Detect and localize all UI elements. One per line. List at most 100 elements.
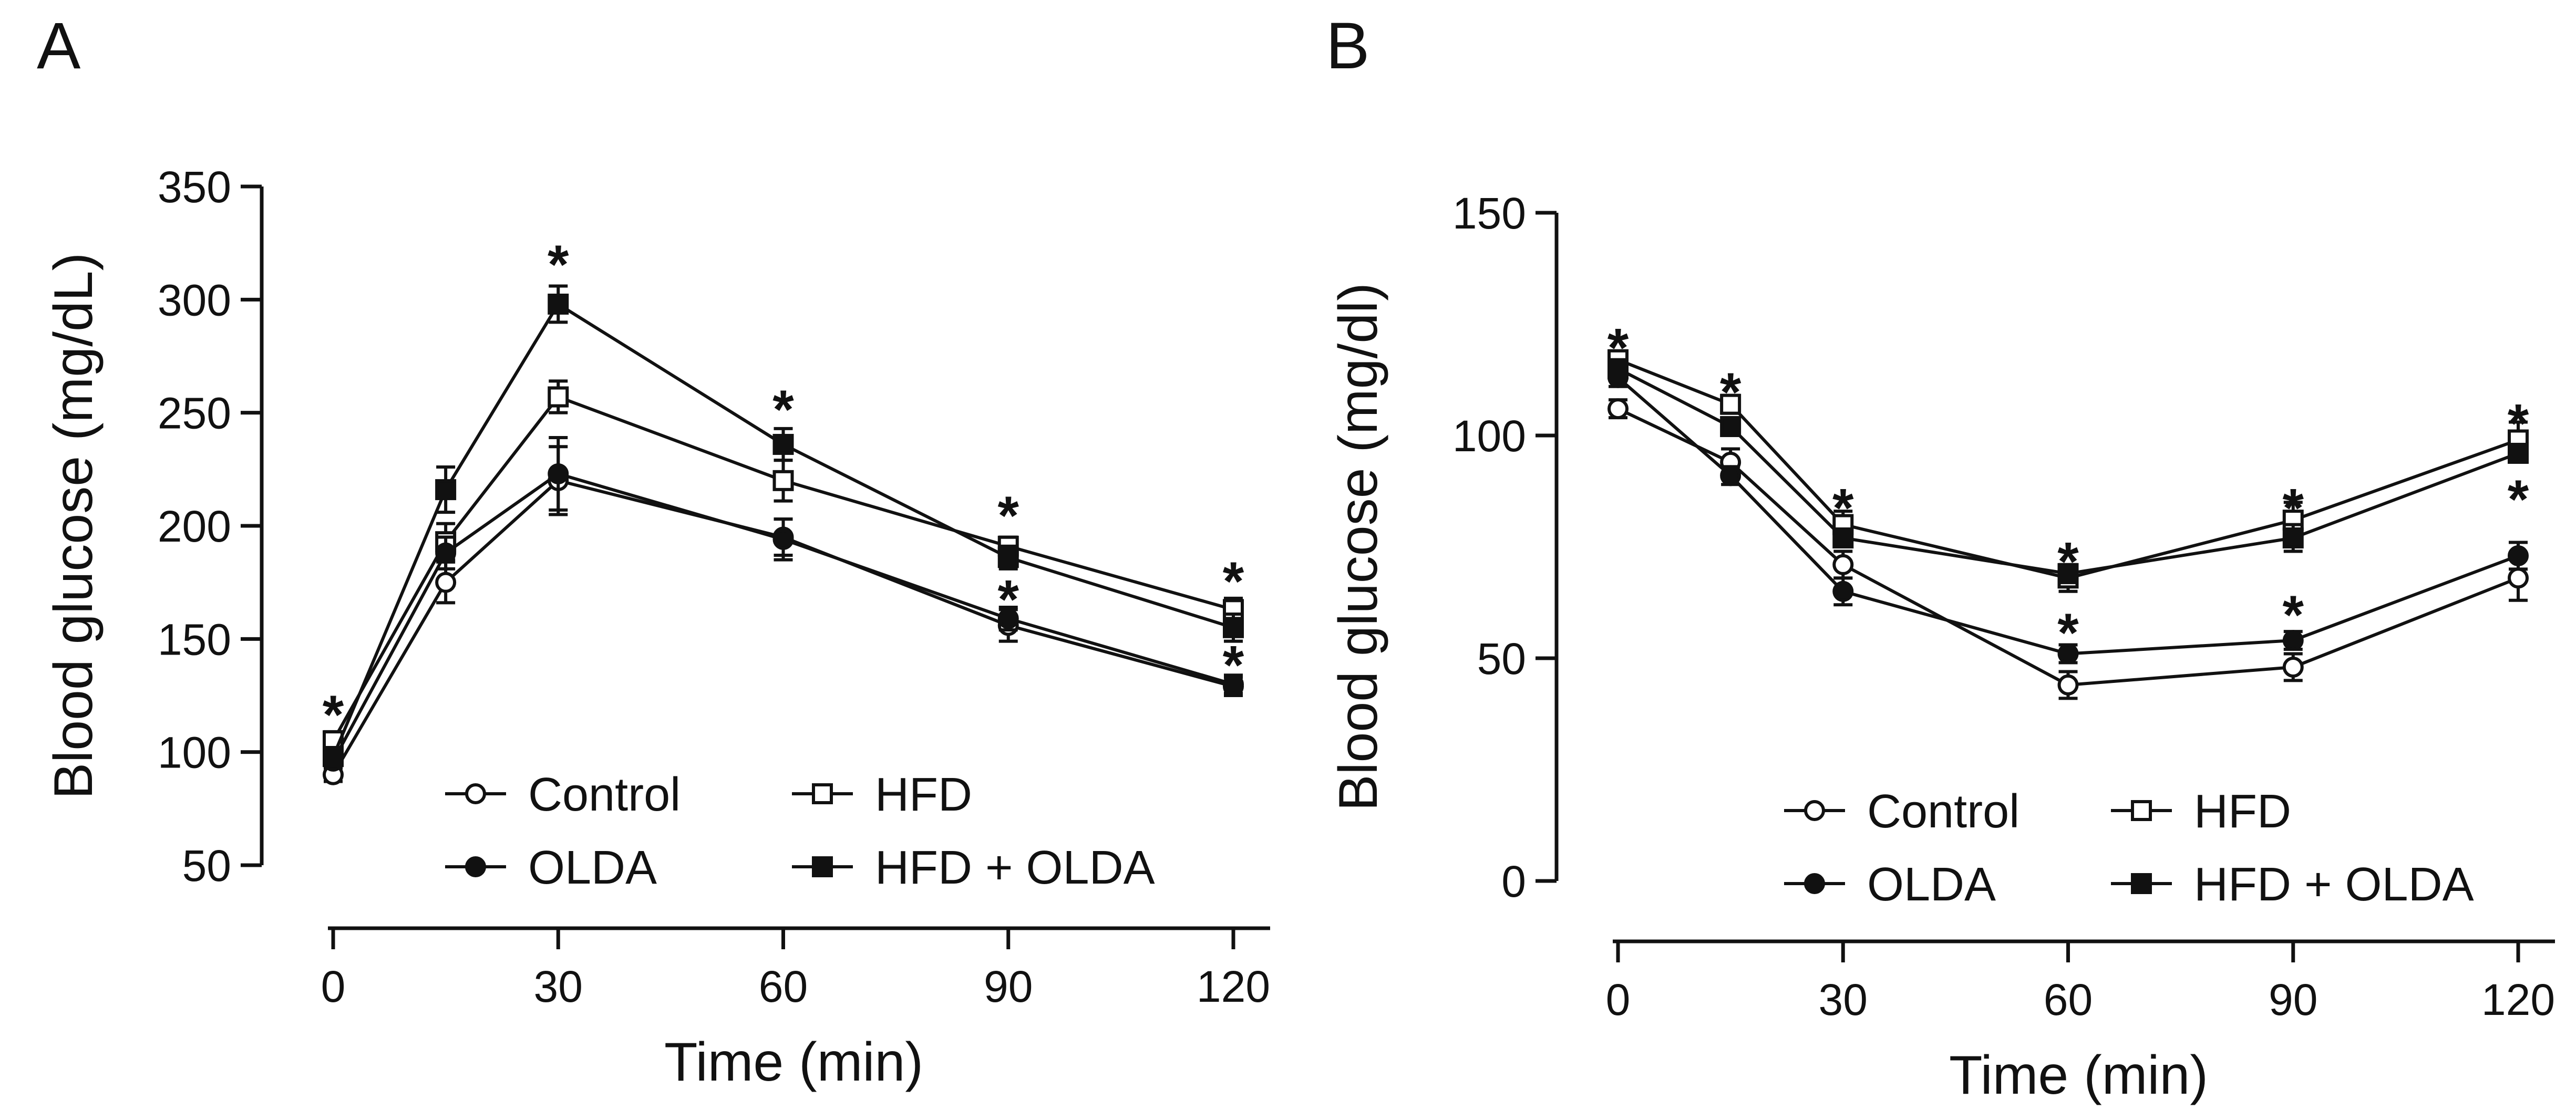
data-point	[548, 386, 569, 408]
panel-label-b: B	[1326, 9, 1369, 82]
legend-b: Control HFD OLDA HFD + OLDA	[1784, 785, 2474, 911]
data-point	[548, 463, 569, 484]
significance-star-b: *	[1720, 362, 1742, 423]
significance-star-b: *	[2283, 478, 2304, 539]
data-point	[2508, 442, 2529, 464]
significance-star-a: *	[1223, 551, 1244, 612]
data-point	[997, 608, 1019, 629]
data-point	[1223, 673, 1244, 695]
data-point	[772, 433, 794, 455]
y-tick-label-a: 100	[158, 728, 231, 777]
legend-a: Control HFD OLDA HFD + OLDA	[445, 769, 1155, 894]
x-tick-label-a: 120	[1197, 962, 1270, 1011]
legend-marker	[2131, 873, 2152, 894]
data-point	[2057, 674, 2079, 696]
data-point	[1832, 580, 1854, 602]
series-b-hfd-olda	[1608, 358, 2529, 584]
legend-label: Control	[1867, 785, 2019, 838]
data-point	[1720, 416, 1742, 438]
data-point	[435, 572, 457, 593]
data-point	[772, 528, 794, 550]
data-point	[2057, 563, 2079, 584]
data-point	[772, 470, 794, 491]
y-tick-label-a: 200	[158, 502, 231, 551]
legend-marker	[2131, 800, 2152, 821]
x-axis-title-b: Time (min)	[1949, 1045, 2208, 1106]
x-tick-label-b: 60	[2044, 975, 2093, 1024]
data-point	[435, 479, 457, 501]
data-point	[1608, 358, 1629, 379]
significance-star-b: *	[2057, 603, 2079, 663]
legend-marker	[1804, 873, 1825, 894]
series-line	[332, 395, 1234, 742]
panel-b: B 0 50 100 150 0 30 60 90 120 Time (min) Blood gluc…	[1326, 9, 2555, 1106]
data-point	[2282, 527, 2304, 549]
legend-label: OLDA	[1867, 858, 1996, 911]
y-tick-label-b: 100	[1452, 411, 1526, 461]
significance-star-a: *	[998, 569, 1019, 630]
series-line	[1617, 376, 2519, 656]
legend-label: HFD	[2194, 785, 2291, 838]
significance-star-b: *	[2508, 393, 2529, 454]
y-tick-label-a: 250	[158, 389, 231, 438]
legend-marker	[812, 783, 833, 804]
series-line	[332, 472, 1234, 762]
x-tick-label-a: 90	[984, 962, 1033, 1011]
x-tick-label-b: 90	[2269, 975, 2317, 1024]
significance-star-b: *	[2508, 469, 2529, 530]
y-tick-label-b: 50	[1477, 634, 1526, 683]
panel-label-a: A	[37, 9, 81, 82]
data-point	[2057, 643, 2079, 665]
y-axis-title-b: Blood glucose (mg/dl)	[1328, 283, 1389, 811]
x-tick-label-a: 0	[321, 962, 346, 1011]
significance-star-a: *	[772, 379, 794, 440]
legend-marker	[465, 783, 486, 804]
data-point	[1832, 554, 1854, 575]
series-b-control	[1608, 398, 2529, 700]
y-tick-label-b: 0	[1501, 857, 1526, 906]
y-axis-title-a: Blood glucose (mg/dL)	[43, 253, 104, 800]
data-point	[435, 542, 457, 564]
series-b-olda	[1608, 367, 2529, 665]
significance-star-b: *	[2057, 531, 2079, 592]
significance-star-a: *	[1223, 635, 1244, 696]
y-tick-label-a: 350	[158, 162, 231, 212]
data-point	[2282, 656, 2304, 678]
x-tick-label-b: 120	[2481, 975, 2555, 1024]
significance-star-b: *	[1608, 317, 1629, 378]
data-point	[323, 746, 344, 767]
significance-star-a: *	[323, 684, 344, 745]
y-tick-label-b: 150	[1452, 189, 1526, 238]
legend-label: HFD	[875, 769, 972, 821]
legend-marker	[812, 856, 833, 877]
data-point	[2508, 545, 2529, 566]
x-tick-label-b: 0	[1606, 975, 1631, 1024]
series-line	[1617, 367, 2519, 575]
x-axis-title-a: Time (min)	[664, 1032, 923, 1093]
series-line	[332, 479, 1234, 776]
panel-a: A 50 100 150 200 250 300 350 0 30 60 90 120 Time (min…	[37, 9, 1270, 1093]
significance-star-b: *	[2283, 585, 2304, 646]
legend-label: Control	[528, 769, 681, 821]
x-tick-label-a: 30	[534, 962, 583, 1011]
x-tick-label-b: 30	[1819, 975, 1868, 1024]
legend-marker	[465, 856, 486, 877]
significance-star-a: *	[998, 485, 1019, 546]
y-tick-label-a: 150	[158, 615, 231, 664]
legend-label: OLDA	[528, 842, 657, 894]
data-point	[1720, 465, 1742, 486]
data-point	[548, 293, 569, 315]
data-point	[1832, 527, 1854, 549]
data-point	[2508, 567, 2529, 589]
x-tick-label-a: 60	[759, 962, 808, 1011]
series-line	[1617, 407, 2519, 687]
data-point	[997, 547, 1019, 568]
legend-marker	[1804, 800, 1825, 821]
data-point	[1223, 617, 1244, 638]
series-line	[1617, 358, 2519, 580]
legend-label: HFD + OLDA	[2194, 858, 2474, 911]
significance-star-a: *	[548, 234, 569, 295]
significance-star-b: *	[1832, 478, 1854, 539]
data-point	[1608, 398, 1629, 420]
